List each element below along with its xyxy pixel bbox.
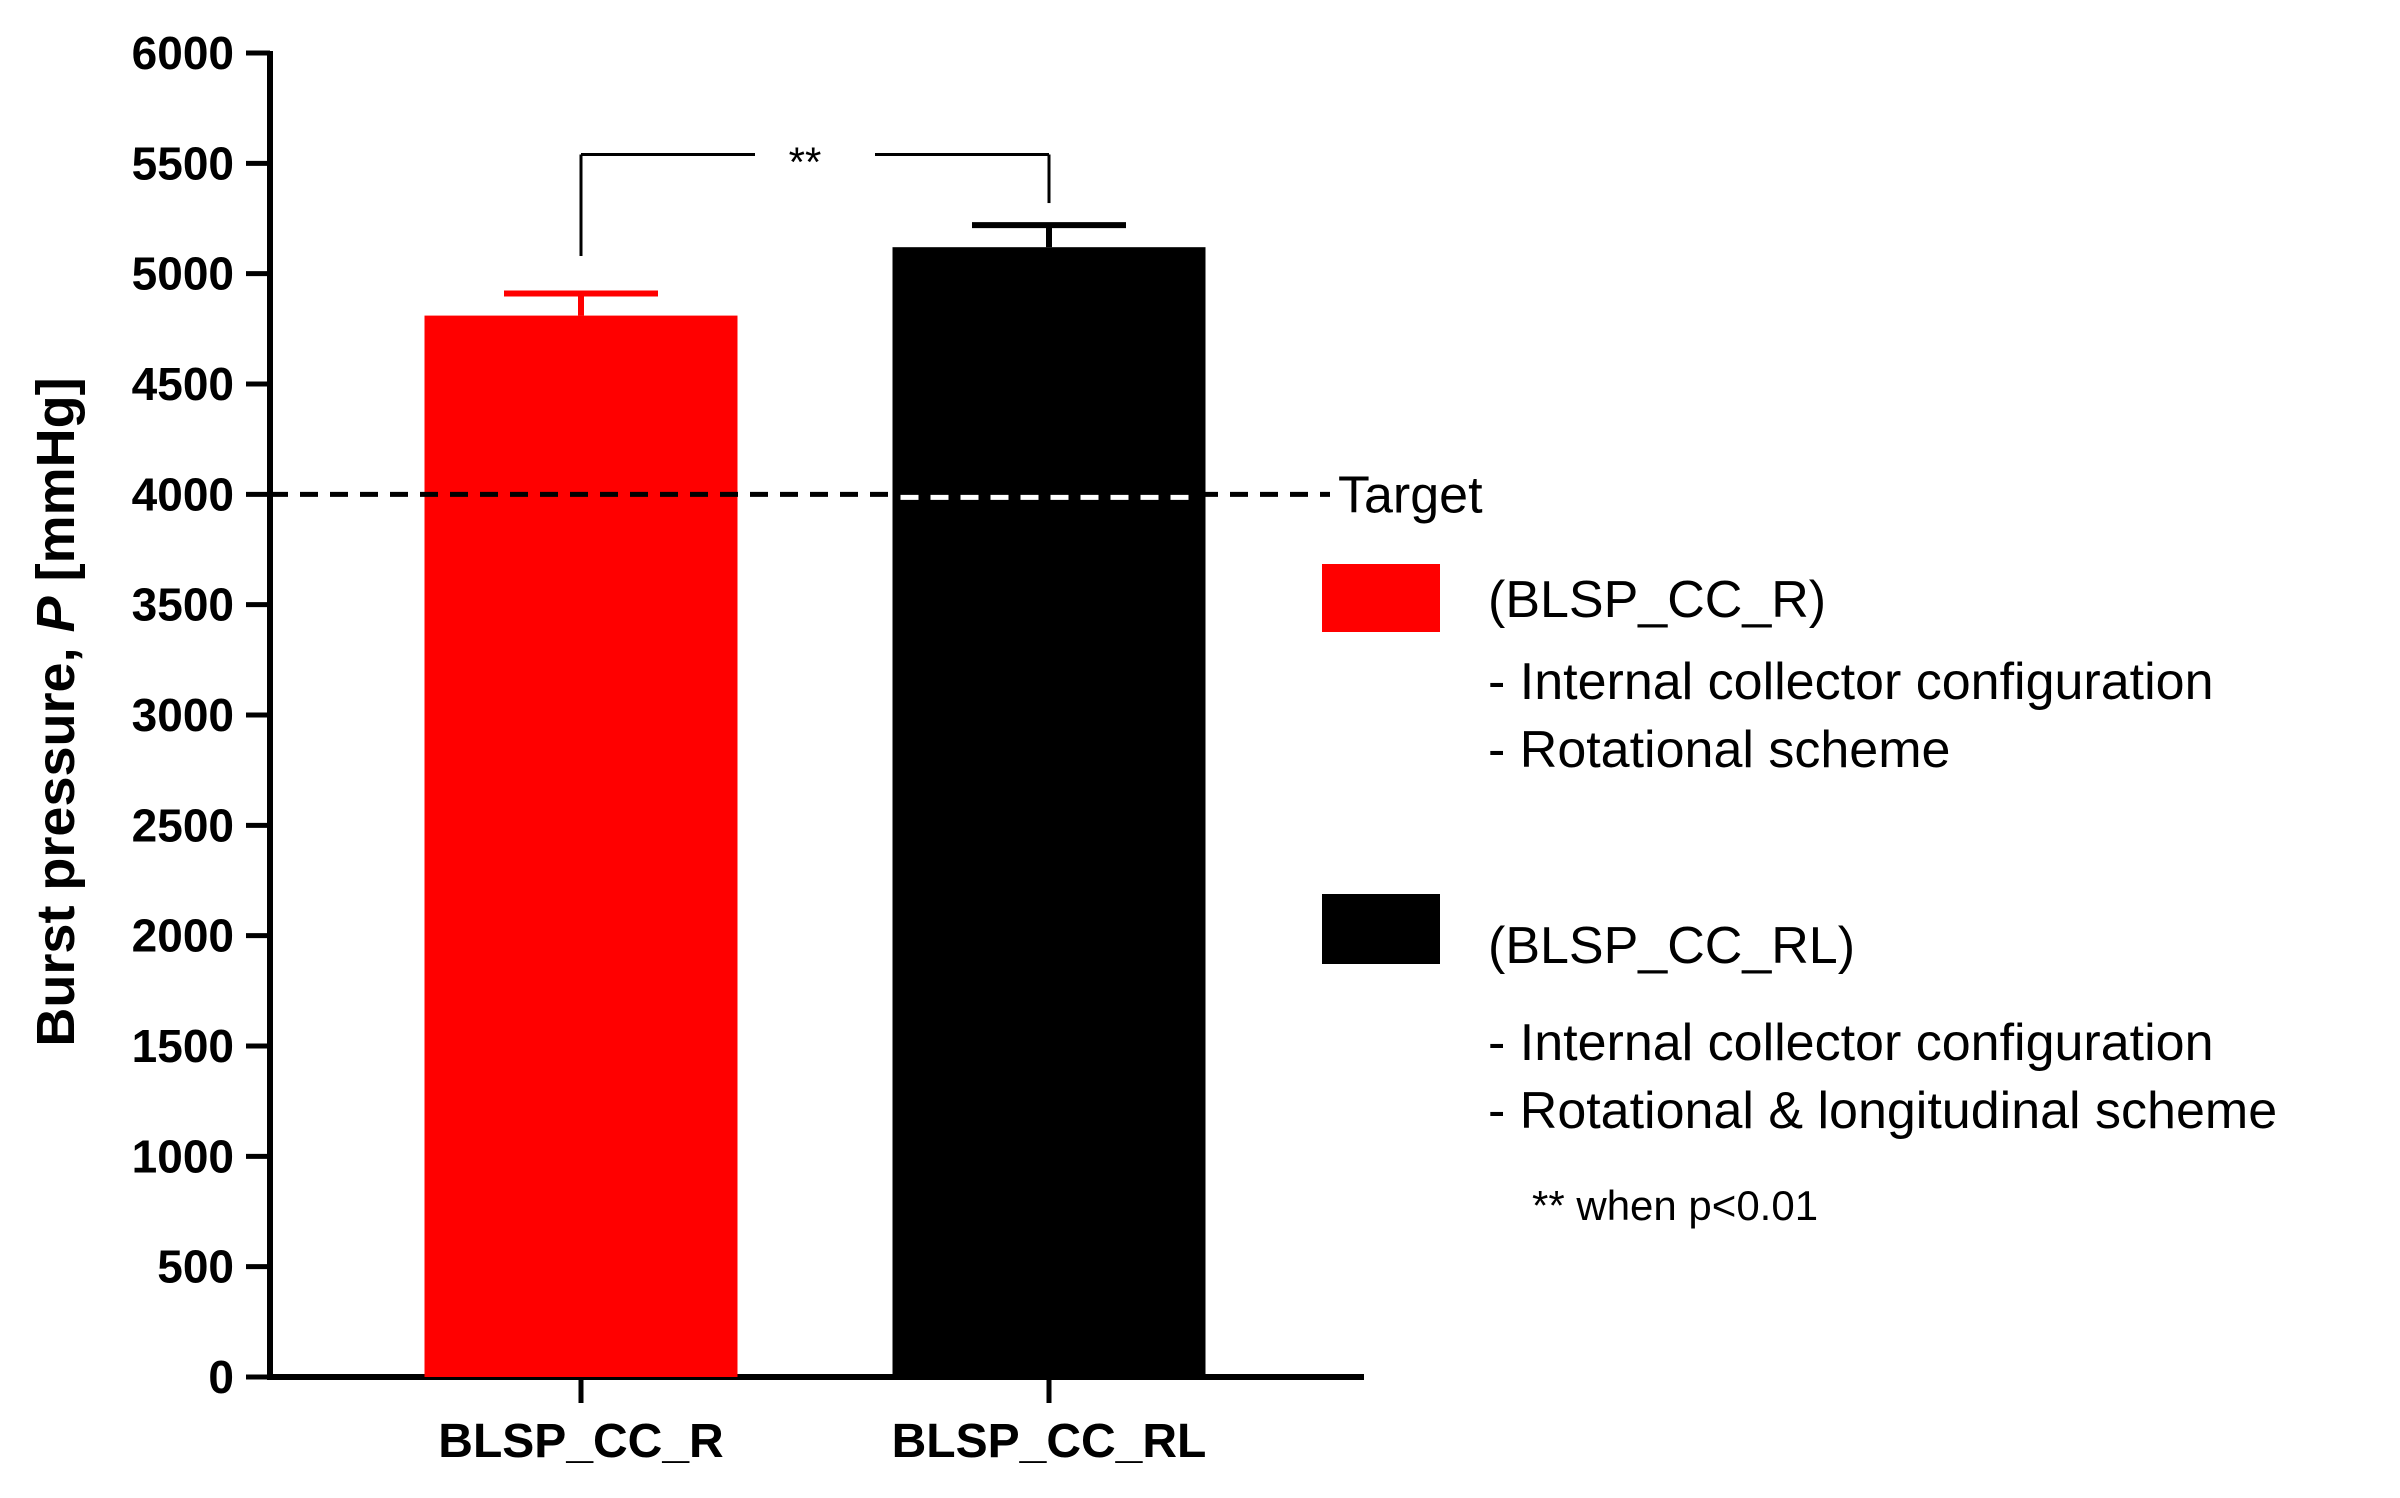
legend-desc-r-2: - Rotational scheme bbox=[1488, 721, 1950, 779]
y-tick-label: 5000 bbox=[132, 248, 234, 300]
x-tick-label: BLSP_CC_RL bbox=[892, 1415, 1207, 1468]
legend-desc-rl-2: - Rotational & longitudinal scheme bbox=[1488, 1082, 2277, 1140]
y-tick-label: 3500 bbox=[132, 579, 234, 631]
y-tick-label: 0 bbox=[208, 1351, 234, 1403]
bar-blsp-cc-r bbox=[424, 315, 738, 1378]
legend: (BLSP_CC_R) - Internal collector configu… bbox=[1322, 564, 2277, 1229]
significance-annotation: ** bbox=[579, 139, 1051, 257]
y-tick-label: 2000 bbox=[132, 910, 234, 962]
y-tick-label: 6000 bbox=[132, 27, 234, 79]
bar-blsp-cc-rl bbox=[892, 247, 1206, 1378]
axes: 0 500 1000 1500 2000 2500 3000 3500 4000 4500 5000… bbox=[132, 27, 1364, 1468]
legend-title-rl: (BLSP_CC_RL) bbox=[1488, 917, 1855, 975]
legend-swatch-r bbox=[1322, 564, 1440, 632]
legend-desc-r-1: - Internal collector configuration bbox=[1488, 653, 2214, 711]
legend-desc-rl-1: - Internal collector configuration bbox=[1488, 1014, 2214, 1072]
y-axis-label: Burst pressure, P [mmHg] bbox=[26, 377, 86, 1046]
significance-marker: ** bbox=[789, 139, 822, 186]
y-tick-label: 1000 bbox=[132, 1130, 234, 1182]
legend-swatch-rl bbox=[1322, 894, 1440, 964]
reference-line-group: Target bbox=[270, 466, 1483, 524]
y-tick-label: 2500 bbox=[132, 799, 234, 851]
y-tick-label: 4000 bbox=[132, 468, 234, 520]
bars bbox=[424, 222, 1206, 1378]
significance-note: ** when p<0.01 bbox=[1532, 1182, 1818, 1229]
y-tick-label: 500 bbox=[157, 1241, 234, 1293]
y-tick-label: 1500 bbox=[132, 1020, 234, 1072]
target-label: Target bbox=[1338, 466, 1483, 524]
y-tick-label: 4500 bbox=[132, 358, 234, 410]
x-tick-label: BLSP_CC_R bbox=[438, 1415, 723, 1468]
y-tick-label: 3000 bbox=[132, 689, 234, 741]
legend-title-r: (BLSP_CC_R) bbox=[1488, 571, 1826, 629]
y-tick-label: 5500 bbox=[132, 137, 234, 189]
